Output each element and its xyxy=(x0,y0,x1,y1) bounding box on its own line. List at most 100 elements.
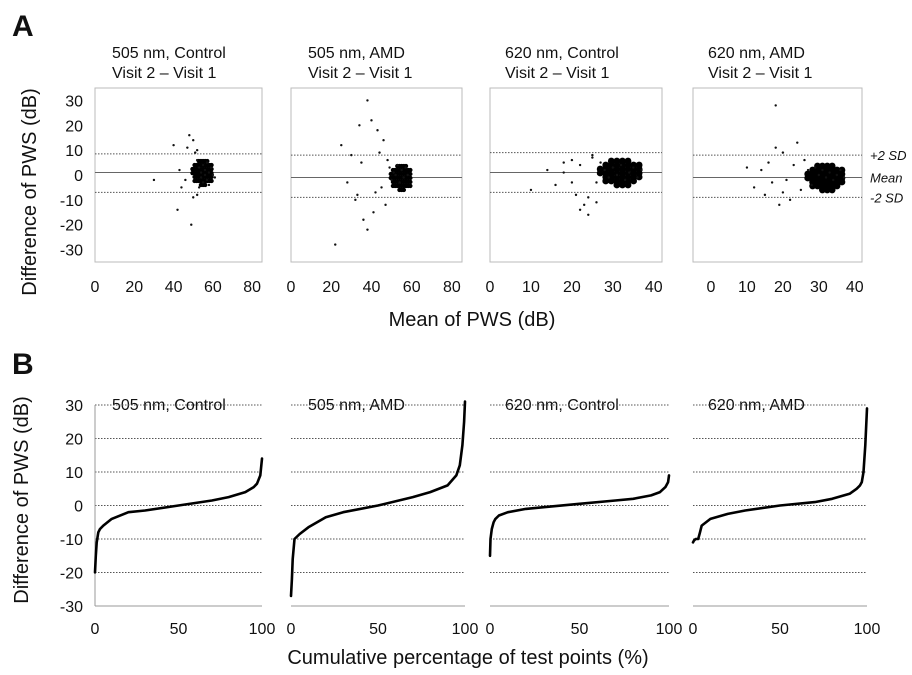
data-point xyxy=(205,161,209,164)
data-point xyxy=(358,124,361,127)
data-point xyxy=(570,158,574,162)
panel-title: 505 nm, AMD xyxy=(308,397,405,414)
series-line xyxy=(93,457,264,574)
data-point xyxy=(207,171,211,174)
data-point xyxy=(384,203,387,207)
data-point xyxy=(809,166,816,174)
data-point xyxy=(778,203,781,207)
data-point xyxy=(810,183,813,187)
data-point xyxy=(596,165,604,173)
data-point xyxy=(785,178,788,182)
x-tick-label: 100 xyxy=(452,621,479,638)
data-point xyxy=(607,157,615,165)
data-point xyxy=(172,143,175,147)
x-tick-label: 80 xyxy=(443,279,461,296)
data-point xyxy=(804,170,812,178)
data-point xyxy=(408,171,413,177)
x-tick-label: 20 xyxy=(774,279,792,296)
data-point xyxy=(195,193,199,197)
data-point xyxy=(591,153,594,157)
data-point xyxy=(745,166,749,169)
x-tick-label: 100 xyxy=(854,621,881,638)
data-point xyxy=(406,173,409,177)
data-point xyxy=(817,173,821,177)
data-point xyxy=(554,183,557,187)
y-tick-label: 0 xyxy=(74,168,83,185)
x-tick-label: 80 xyxy=(243,279,261,296)
data-point xyxy=(582,203,586,207)
data-point xyxy=(408,179,413,185)
data-point xyxy=(635,161,643,169)
data-point xyxy=(619,163,623,167)
data-point xyxy=(199,176,203,179)
data-point xyxy=(203,168,207,172)
x-tick-label: 40 xyxy=(645,279,663,296)
data-point xyxy=(197,186,201,189)
data-point xyxy=(587,213,590,216)
data-point xyxy=(818,162,826,170)
data-point xyxy=(602,161,610,169)
data-point xyxy=(213,176,217,179)
data-point xyxy=(401,187,407,193)
data-point xyxy=(195,158,199,162)
data-point xyxy=(562,171,565,174)
data-point xyxy=(334,243,337,246)
x-tick-label: 20 xyxy=(563,279,581,296)
data-point xyxy=(774,104,777,107)
y-tick-label: -30 xyxy=(60,599,83,616)
data-point xyxy=(408,175,413,181)
data-point xyxy=(824,176,828,179)
data-point xyxy=(611,166,615,169)
data-point xyxy=(396,163,399,167)
data-point xyxy=(615,173,619,177)
data-point xyxy=(186,146,189,149)
data-point xyxy=(821,168,824,172)
data-point xyxy=(792,163,795,167)
x-tick-label: 0 xyxy=(689,621,698,638)
data-point xyxy=(828,171,831,174)
panel-subtitle: Visit 2 – Visit 1 xyxy=(308,65,412,82)
data-point xyxy=(623,178,627,182)
data-point xyxy=(209,178,214,184)
x-tick-label: 100 xyxy=(249,621,276,638)
data-point xyxy=(599,161,602,164)
y-axis-label-b: Difference of PWS (dB) xyxy=(11,396,33,603)
x-tick-label: 10 xyxy=(522,279,540,296)
cumulative-panel: 620 nm, Control 0 50 100 xyxy=(486,397,683,638)
panel-title: 620 nm, AMD xyxy=(708,45,805,62)
data-point xyxy=(832,178,835,182)
x-tick-label: 0 xyxy=(91,621,100,638)
panel-title: 620 nm, Control xyxy=(505,397,619,414)
panel-subtitle: Visit 2 – Visit 1 xyxy=(112,65,216,82)
y-tick-label: 0 xyxy=(74,499,83,516)
x-tick-label: 40 xyxy=(165,279,183,296)
data-point xyxy=(839,168,842,172)
y-tick-label: -30 xyxy=(60,243,83,260)
plot-frame xyxy=(94,87,263,263)
data-point xyxy=(838,166,846,174)
data-point xyxy=(197,166,201,169)
scatter-panel: 505 nm, AMD Visit 2 – Visit 1 0 20 40 60 80 xyxy=(287,45,463,296)
data-point xyxy=(619,157,626,165)
y-tick-label: -20 xyxy=(60,218,83,235)
panel-subtitle: Visit 2 – Visit 1 xyxy=(505,65,609,82)
x-axis-label-b: Cumulative percentage of test points (%) xyxy=(287,647,648,669)
data-point xyxy=(362,218,365,221)
data-point xyxy=(209,166,213,169)
data-point xyxy=(835,173,839,177)
data-point xyxy=(199,171,203,174)
data-point xyxy=(574,193,578,197)
y-tick-label: -20 xyxy=(60,566,83,583)
x-tick-label: 60 xyxy=(204,279,222,296)
data-point xyxy=(603,168,606,172)
data-point xyxy=(796,141,799,144)
data-point xyxy=(152,178,156,182)
data-point xyxy=(184,178,187,182)
x-tick-label: 20 xyxy=(322,279,340,296)
data-point xyxy=(366,228,369,231)
data-point xyxy=(767,161,770,164)
data-point xyxy=(402,176,405,179)
data-point xyxy=(529,188,533,192)
data-point xyxy=(763,193,767,197)
